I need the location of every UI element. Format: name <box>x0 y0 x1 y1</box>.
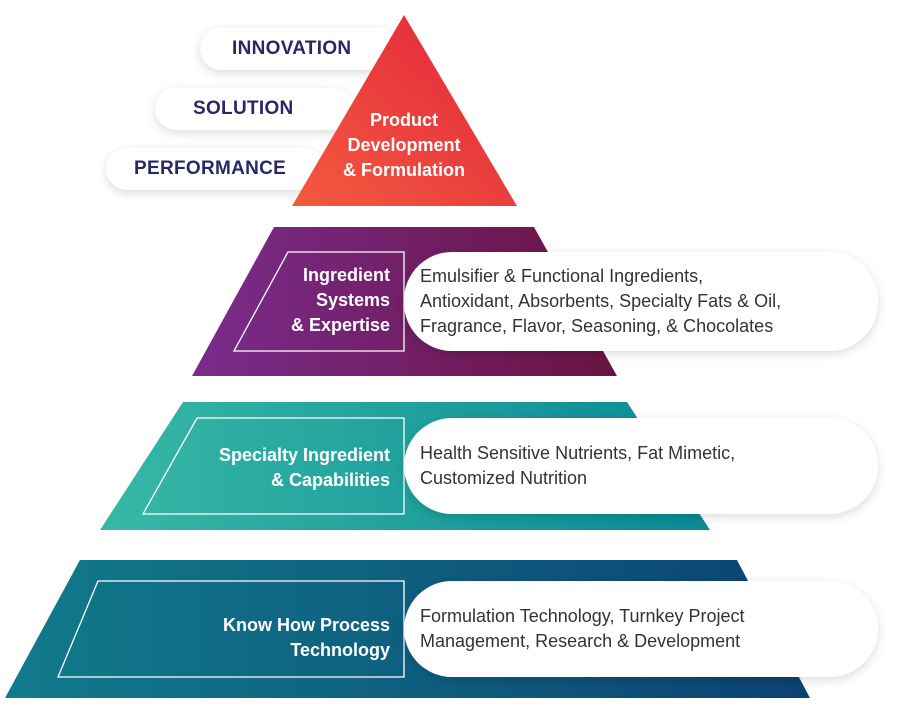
innovation-label: INNOVATION <box>232 38 352 59</box>
tier-2-description: Emulsifier & Functional Ingredients, Ant… <box>404 252 878 351</box>
tier-3-title: Specialty Ingredient & Capabilities <box>218 445 390 490</box>
innovation-pill: INNOVATION <box>200 28 400 70</box>
tier-1-title: Product Development & Formulation <box>343 110 465 180</box>
tier-4-description: Formulation Technology, Turnkey Project … <box>404 581 878 677</box>
tier-4-title: Know How Process Technology <box>222 615 390 660</box>
performance-pill: PERFORMANCE <box>106 148 326 190</box>
solution-pill: SOLUTION <box>155 88 355 130</box>
tier-2-title: Ingredient Systems & Expertise <box>290 265 390 335</box>
performance-label: PERFORMANCE <box>134 158 287 179</box>
tier-3-description: Health Sensitive Nutrients, Fat Mimetic,… <box>404 418 878 514</box>
solution-label: SOLUTION <box>193 98 294 119</box>
tier-2-inner-frame <box>232 251 405 352</box>
tier-1-triangle <box>292 15 517 206</box>
tier-4-inner-frame <box>57 580 405 678</box>
tier-3-inner-frame <box>141 417 405 515</box>
